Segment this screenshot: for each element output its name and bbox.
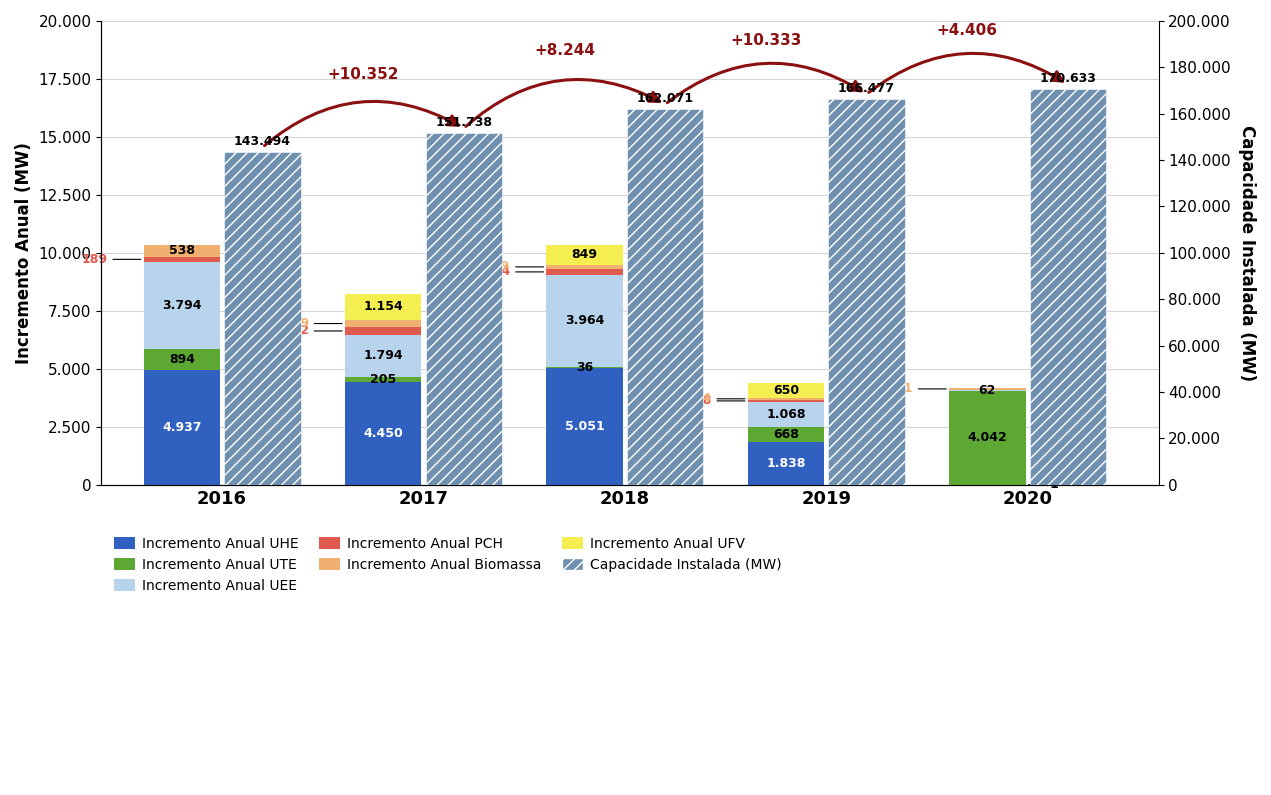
Bar xyxy=(144,245,220,257)
Bar xyxy=(949,391,1026,485)
Legend: Incremento Anual UHE, Incremento Anual UTE, Incremento Anual UEE, Incremento Anu: Incremento Anual UHE, Incremento Anual U… xyxy=(108,531,787,599)
Text: 3.794: 3.794 xyxy=(163,299,202,312)
Bar xyxy=(344,377,422,382)
Bar xyxy=(1030,89,1106,485)
Text: 151.738: 151.738 xyxy=(435,116,492,129)
Text: 3.964: 3.964 xyxy=(564,314,604,328)
Text: 1.838: 1.838 xyxy=(766,457,806,470)
Bar xyxy=(949,390,1026,391)
Text: 1.068: 1.068 xyxy=(766,408,806,421)
Bar xyxy=(144,370,220,485)
Bar xyxy=(747,442,824,485)
Text: 4.042: 4.042 xyxy=(967,432,1007,444)
Bar xyxy=(627,109,703,485)
Text: 1: 1 xyxy=(1028,478,1059,491)
Text: 143.494: 143.494 xyxy=(234,135,291,148)
Text: +10.352: +10.352 xyxy=(328,67,399,82)
Text: 894: 894 xyxy=(169,353,194,366)
Bar xyxy=(747,427,824,442)
Text: 668: 668 xyxy=(773,428,799,441)
Text: 78: 78 xyxy=(694,394,745,407)
Bar xyxy=(547,265,623,269)
Bar xyxy=(547,367,623,485)
Text: 162.071: 162.071 xyxy=(637,91,694,105)
Text: +10.333: +10.333 xyxy=(730,33,802,48)
Text: 538: 538 xyxy=(169,244,194,258)
Text: +4.406: +4.406 xyxy=(937,23,998,38)
Bar xyxy=(426,133,502,485)
Bar xyxy=(747,398,824,400)
Text: 36: 36 xyxy=(576,361,594,374)
Bar xyxy=(144,262,220,350)
Bar xyxy=(949,388,1026,390)
Text: +8.244: +8.244 xyxy=(534,43,595,58)
Text: 1.154: 1.154 xyxy=(364,301,403,313)
Text: 4.937: 4.937 xyxy=(163,421,202,434)
Bar xyxy=(547,269,623,275)
Y-axis label: Capacidade Instalada (MW): Capacidade Instalada (MW) xyxy=(1238,125,1256,381)
Text: 62: 62 xyxy=(979,384,996,397)
Text: 179: 179 xyxy=(484,261,544,273)
Bar xyxy=(344,382,422,485)
Text: 104: 104 xyxy=(685,392,745,405)
Text: 166.477: 166.477 xyxy=(838,82,895,95)
Text: 205: 205 xyxy=(370,373,397,386)
Bar xyxy=(747,400,824,401)
Text: 254: 254 xyxy=(484,266,544,278)
Text: 1.794: 1.794 xyxy=(364,350,403,363)
Bar xyxy=(547,245,623,265)
Bar xyxy=(547,275,623,366)
Bar xyxy=(547,366,623,367)
Bar xyxy=(144,257,220,262)
Bar xyxy=(344,320,422,327)
Bar xyxy=(344,327,422,335)
Text: 170.633: 170.633 xyxy=(1040,72,1097,85)
Bar xyxy=(747,401,824,427)
Text: 4.450: 4.450 xyxy=(364,427,403,440)
Text: 189: 189 xyxy=(81,253,141,266)
Bar xyxy=(747,382,824,398)
Bar xyxy=(224,152,301,485)
Bar xyxy=(829,99,905,485)
Text: 279: 279 xyxy=(282,317,342,330)
Text: 650: 650 xyxy=(773,383,799,397)
Y-axis label: Incremento Anual (MW): Incremento Anual (MW) xyxy=(15,142,33,364)
Text: 849: 849 xyxy=(572,249,597,262)
Text: 362: 362 xyxy=(282,324,342,337)
Text: 5.051: 5.051 xyxy=(564,420,605,432)
Bar xyxy=(344,335,422,377)
Text: 51: 51 xyxy=(895,382,947,395)
Bar xyxy=(144,350,220,370)
Bar xyxy=(344,293,422,320)
